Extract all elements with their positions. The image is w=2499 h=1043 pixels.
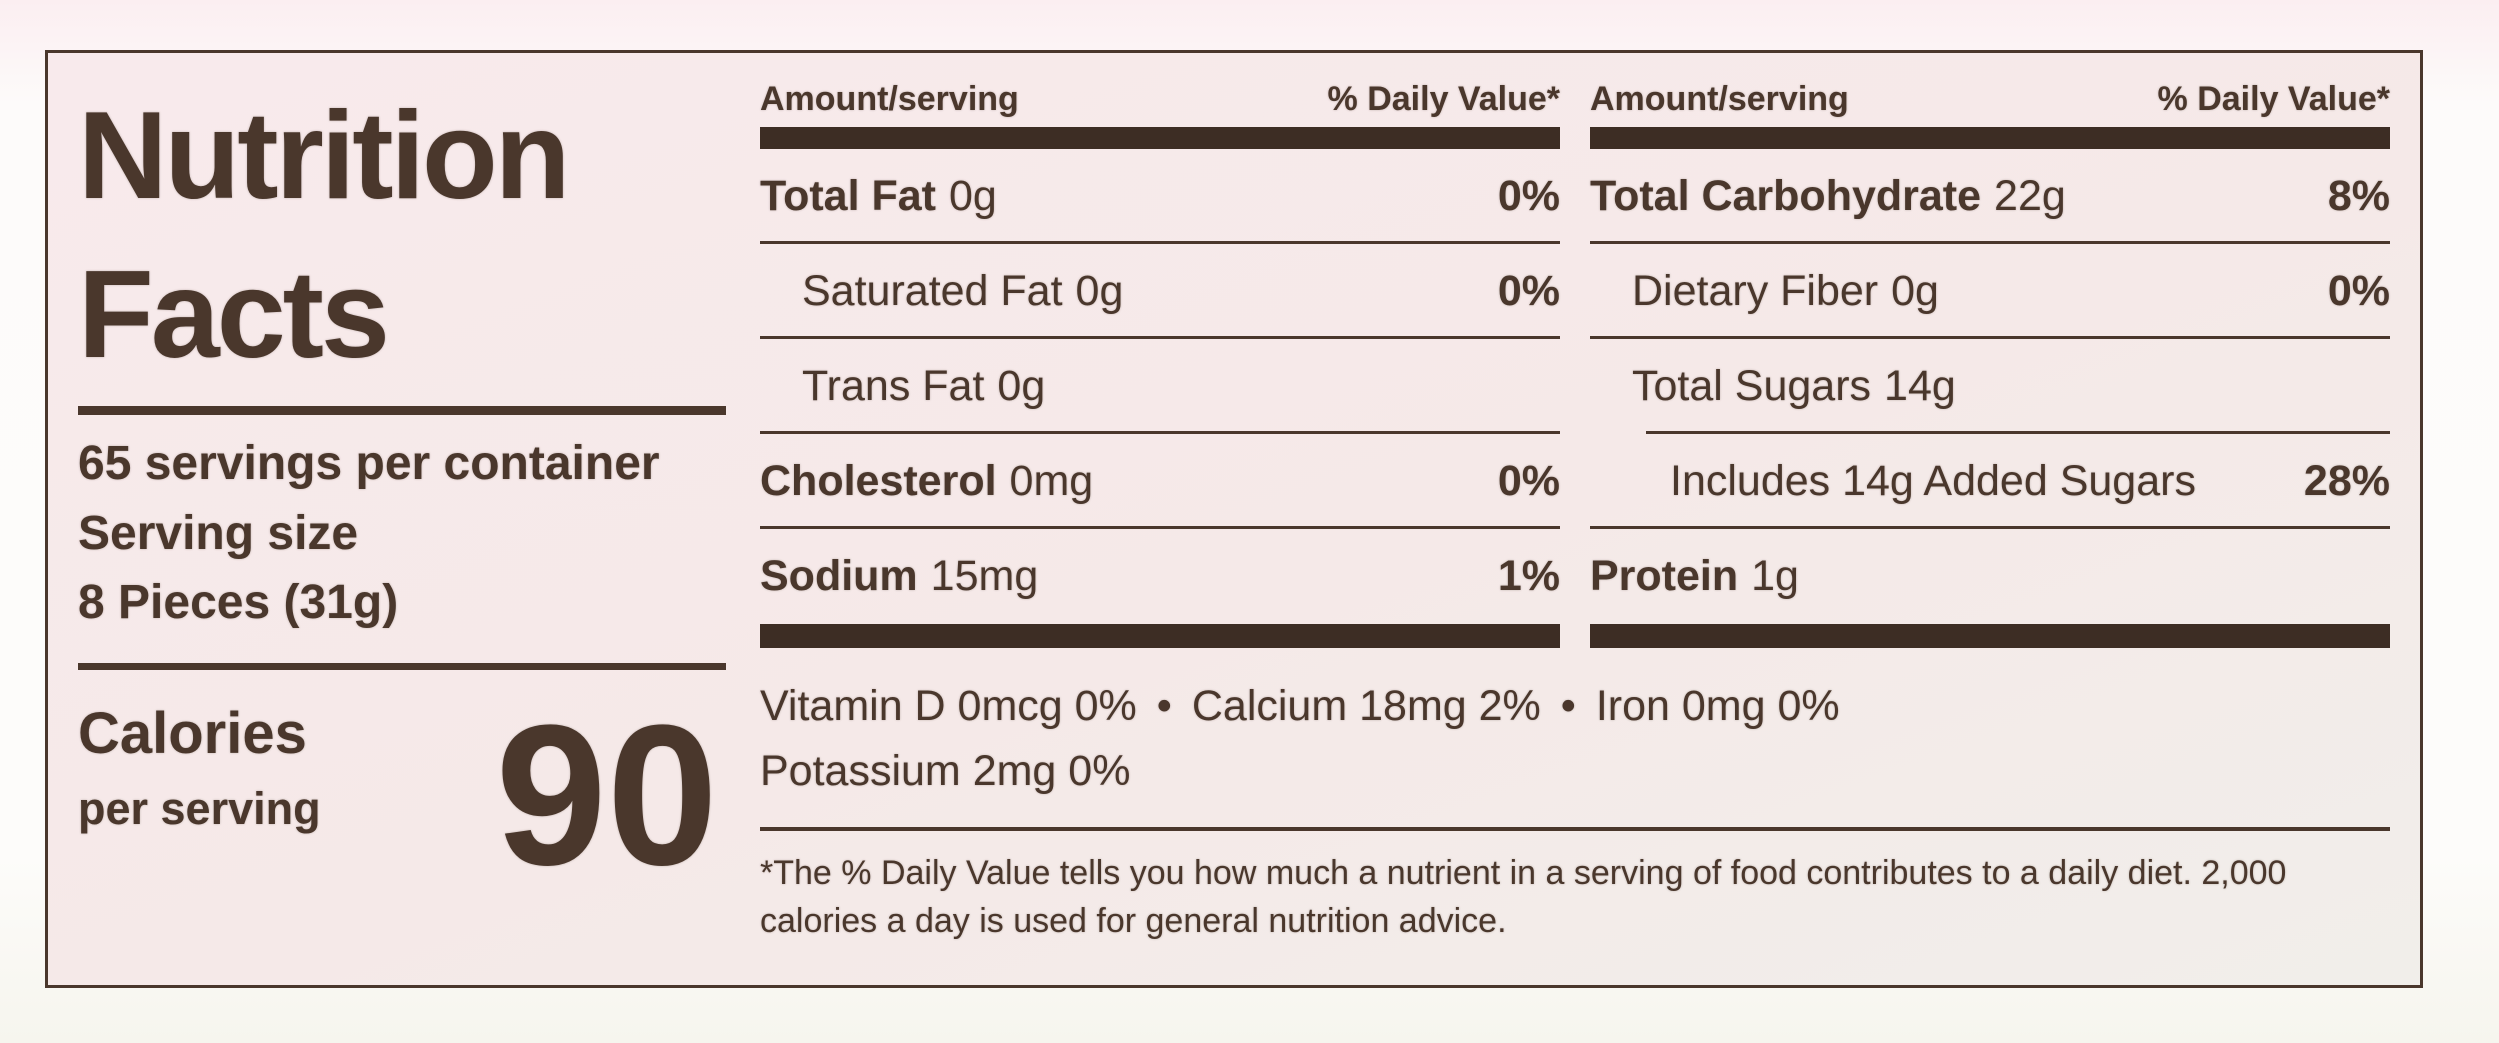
calories-sublabel: per serving <box>78 782 321 834</box>
nutrient-daily-value: 0% <box>1497 267 1560 315</box>
row-dietary-fiber: Dietary Fiber 0g 0% <box>1590 244 2390 339</box>
nutrient-daily-value: 28% <box>2303 457 2390 505</box>
carbs-column: Amount/serving % Daily Value* Total Carb… <box>1590 77 2390 648</box>
label-right-side: Amount/serving % Daily Value* Total Fat … <box>760 77 2390 967</box>
nutrient-name: Saturated Fat <box>802 267 1063 315</box>
nutrient-amount: 0g <box>948 172 997 220</box>
row-divider <box>760 526 1560 529</box>
row-saturated-fat: Saturated Fat 0g 0% <box>760 244 1560 339</box>
calories-labels: Calories per serving <box>78 700 321 870</box>
iron-value: Iron 0mg 0% <box>1595 682 1840 730</box>
nutrient-columns: Amount/serving % Daily Value* Total Fat … <box>760 77 2390 648</box>
nutrient-amount: 14g <box>1884 362 1956 410</box>
footnote-line2: calories a day is used for general nutri… <box>760 902 1507 941</box>
bullet-separator: • <box>1560 682 1576 730</box>
row-cholesterol: Cholesterol 0mg 0% <box>760 434 1560 529</box>
calories-label: Calories <box>78 700 307 766</box>
row-divider <box>760 241 1560 244</box>
servings-per-container: 65 servings per container <box>78 437 660 491</box>
nutrient-amount: 1g <box>1751 552 1799 600</box>
bullet-separator: • <box>1156 682 1172 730</box>
row-sodium: Sodium 15mg 1% <box>760 529 1560 624</box>
serving-size-value: 8 Pieces (31g) <box>78 575 399 629</box>
label-left-panel: Nutrition Facts 65 servings per containe… <box>78 77 726 967</box>
nutrient-daily-value: 0% <box>1497 172 1560 220</box>
nutrient-name: Total Fat <box>760 172 936 220</box>
nutrient-amount: 0g <box>1075 267 1124 315</box>
micronutrients-line2: Potassium 2mg 0% <box>760 746 1131 795</box>
fats-column: Amount/serving % Daily Value* Total Fat … <box>760 77 1560 648</box>
footnote-line1: *The % Daily Value tells you how much a … <box>760 854 2287 892</box>
micronutrients-line1: Vitamin D 0mcg 0% • Calcium 18mg 2% • Iron 0… <box>760 674 2390 739</box>
amount-serving-header: Amount/serving <box>1590 80 1849 118</box>
fats-header-bar <box>760 127 1560 149</box>
nutrient-name: Cholesterol <box>760 457 997 505</box>
amount-serving-header: Amount/serving <box>760 80 1019 118</box>
row-divider <box>760 336 1560 339</box>
nutrient-name: Total Sugars <box>1632 362 1872 410</box>
nutrient-amount: 15mg <box>930 552 1039 600</box>
nutrient-amount: 0mg <box>1009 457 1094 505</box>
row-total-fat: Total Fat 0g 0% <box>760 149 1560 244</box>
nutrient-name: Includes 14g Added Sugars <box>1670 457 2196 505</box>
nutrition-facts-label: Nutrition Facts 65 servings per containe… <box>45 50 2423 988</box>
title-line2: Facts <box>78 245 390 384</box>
calories-value: 90 <box>495 683 718 907</box>
nutrient-amount: 22g <box>1994 172 2066 220</box>
row-protein: Protein 1g <box>1590 529 2390 624</box>
carbs-bottom-bar <box>1590 624 2390 648</box>
row-divider-indented <box>1646 431 2390 434</box>
serving-size-label: Serving size <box>78 506 359 560</box>
micronutrients-section: Vitamin D 0mcg 0% • Calcium 18mg 2% • Iron 0… <box>760 674 2390 803</box>
title-line1: Nutrition <box>78 87 571 225</box>
nutrient-name: Sodium <box>760 552 918 600</box>
nutrition-facts-title: Nutrition Facts <box>78 77 726 394</box>
nutrient-daily-value: 8% <box>2327 172 2390 220</box>
nutrient-name: Total Carbohydrate <box>1590 172 1982 220</box>
daily-value-header: % Daily Value* <box>1327 80 1560 118</box>
row-divider <box>760 431 1560 434</box>
row-divider <box>1590 241 2390 244</box>
daily-value-footnote: *The % Daily Value tells you how much a … <box>760 849 2390 946</box>
row-divider <box>1590 526 2390 529</box>
nutrient-name: Dietary Fiber <box>1632 267 1879 315</box>
carbs-header-bar <box>1590 127 2390 149</box>
row-divider <box>1590 336 2390 339</box>
nutrient-amount: 0g <box>1891 267 1939 315</box>
footnote-divider <box>760 827 2390 831</box>
nutrient-name: Protein <box>1590 552 1739 600</box>
nutrient-daily-value: 0% <box>1497 457 1560 505</box>
servings-block: 65 servings per container Serving size 8… <box>78 429 726 636</box>
nutrient-daily-value: 0% <box>2327 267 2390 315</box>
daily-value-header: % Daily Value* <box>2157 80 2390 118</box>
row-total-carbohydrate: Total Carbohydrate 22g 8% <box>1590 149 2390 244</box>
row-added-sugars: Includes 14g Added Sugars 28% <box>1590 434 2390 529</box>
vitamin-d-value: Vitamin D 0mcg 0% <box>760 682 1137 730</box>
fats-bottom-bar <box>760 624 1560 648</box>
row-trans-fat: Trans Fat 0g <box>760 339 1560 434</box>
carbs-column-header: Amount/serving % Daily Value* <box>1590 77 2390 119</box>
nutrient-daily-value: 1% <box>1497 552 1560 600</box>
calories-row: Calories per serving 90 <box>78 683 726 907</box>
nutrient-name: Trans Fat <box>802 362 985 410</box>
calcium-value: Calcium 18mg 2% <box>1191 682 1541 730</box>
fats-column-header: Amount/serving % Daily Value* <box>760 77 1560 119</box>
nutrient-amount: 0g <box>997 362 1046 410</box>
row-total-sugars: Total Sugars 14g <box>1590 339 2390 434</box>
servings-divider <box>78 662 726 670</box>
title-divider <box>78 406 726 416</box>
